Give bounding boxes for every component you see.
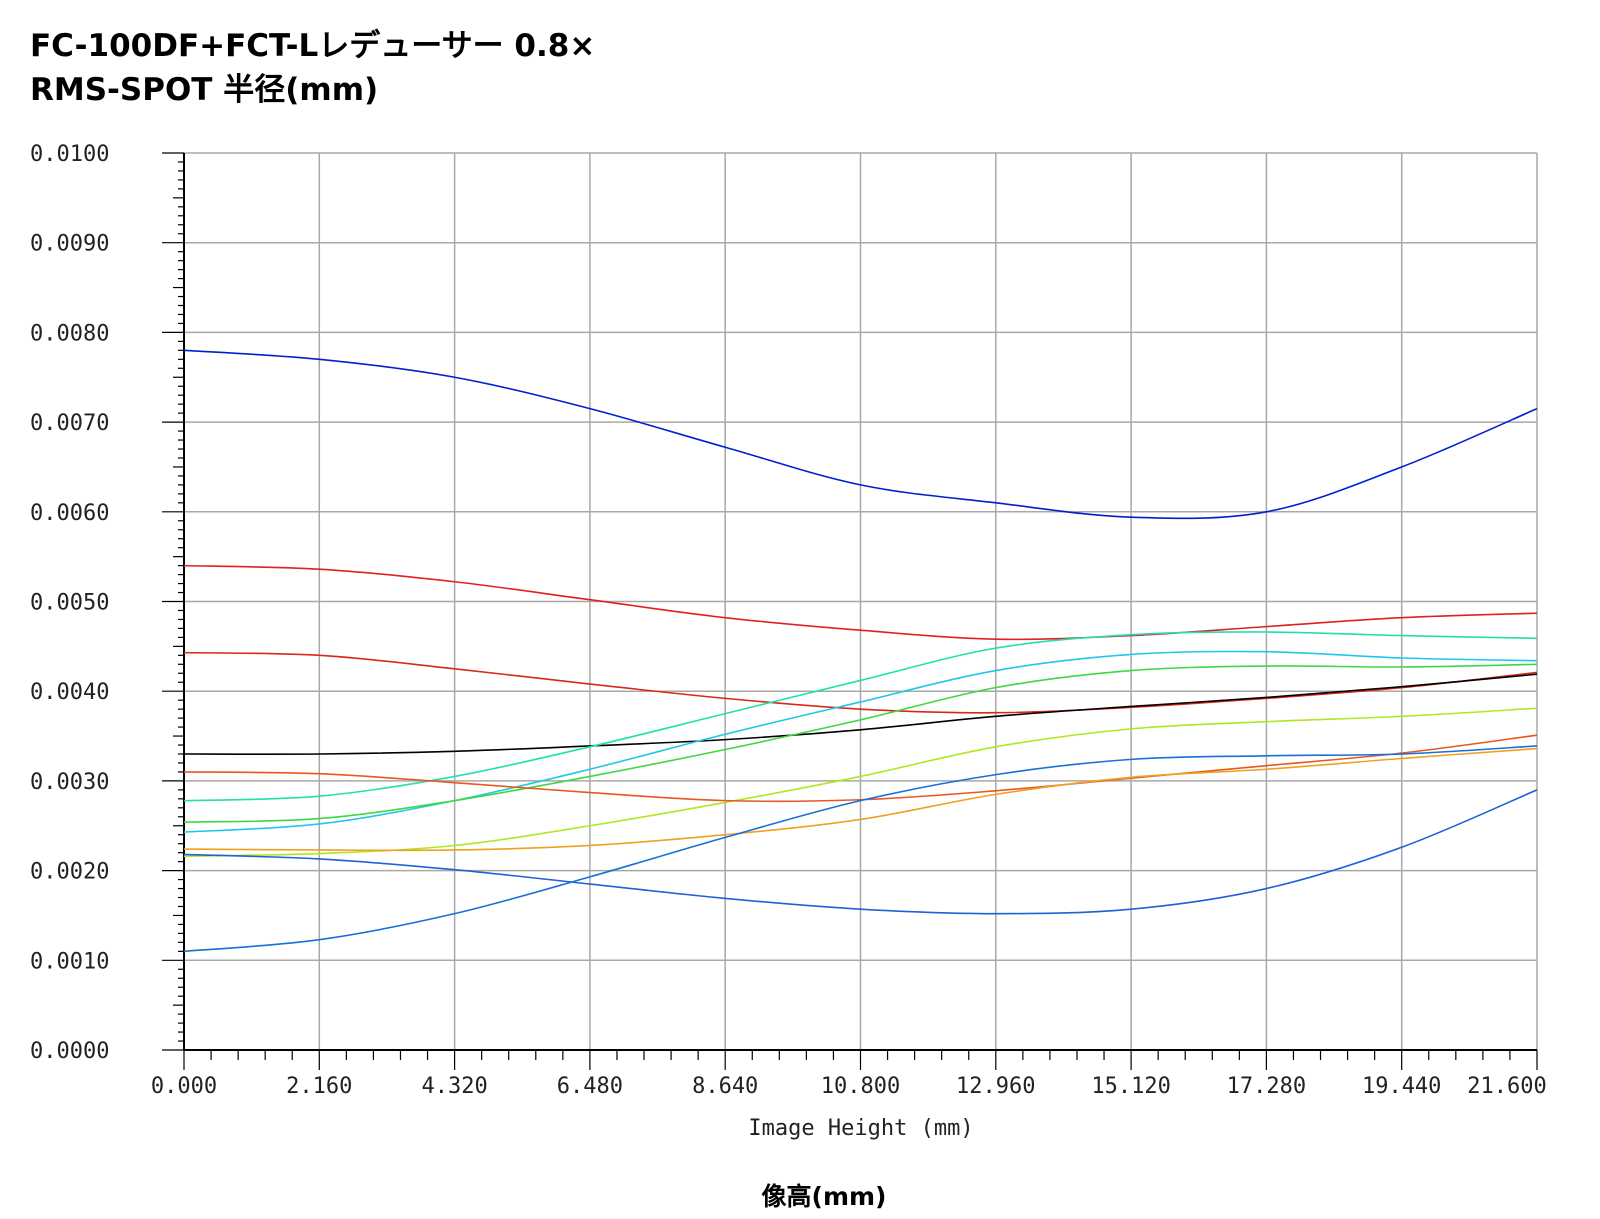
y-tick-label: 0.0080: [30, 321, 109, 346]
y-tick-label: 0.0020: [30, 860, 109, 885]
series-line-6: [183, 650, 1538, 833]
series-line-5: [183, 631, 1538, 802]
series-line-2: [183, 564, 1538, 641]
x-tick-label: 0.000: [151, 1074, 217, 1099]
x-tick-label: 6.480: [557, 1074, 623, 1099]
x-tick-label: 4.320: [421, 1074, 487, 1099]
y-tick-label: 0.0060: [30, 501, 109, 526]
x-tick-label: 10.800: [821, 1074, 900, 1099]
x-tick-label: 21.600: [1467, 1074, 1546, 1099]
series-line-9: [183, 734, 1538, 803]
series-lines: [183, 349, 1538, 953]
x-tick-label: 2.160: [286, 1074, 352, 1099]
x-tick-label: 19.440: [1362, 1074, 1441, 1099]
series-line-4: [183, 673, 1538, 755]
series-line-12: [183, 745, 1538, 953]
x-tick-label: 15.120: [1091, 1074, 1170, 1099]
y-tick-label: 0.0070: [30, 411, 109, 436]
y-tick-label: 0.0100: [30, 142, 109, 167]
y-tick-label: 0.0000: [30, 1039, 109, 1064]
y-tick-label: 0.0030: [30, 770, 109, 795]
y-tick-label: 0.0090: [30, 232, 109, 257]
chart-title: FC-100DF+FCT-Lレデューサー 0.8×: [30, 28, 596, 64]
x-tick-label: 12.960: [956, 1074, 1035, 1099]
x-tick-label: 17.280: [1227, 1074, 1306, 1099]
y-tick-label: 0.0010: [30, 949, 109, 974]
series-line-3: [183, 651, 1538, 714]
y-tick-label: 0.0040: [30, 680, 109, 705]
x-axis-label-japanese: 像高(mm): [762, 1182, 887, 1211]
series-line-7: [183, 663, 1538, 823]
y-tick-label: 0.0050: [30, 591, 109, 616]
series-line-11: [183, 789, 1538, 915]
series-line-8: [183, 707, 1538, 858]
series-line-10: [183, 747, 1538, 852]
series-line-1: [183, 349, 1538, 520]
axes: [162, 152, 1538, 1070]
grid-lines: [184, 152, 1538, 1050]
x-tick-label: 8.640: [692, 1074, 758, 1099]
chart-subtitle: RMS-SPOT 半径(mm): [30, 72, 379, 108]
tick-labels: 0.0000 0.0010 0.0020 0.0030 0.0040 0.0050 0.00…: [30, 142, 1547, 1099]
x-axis-label: Image Height (mm): [748, 1116, 973, 1141]
